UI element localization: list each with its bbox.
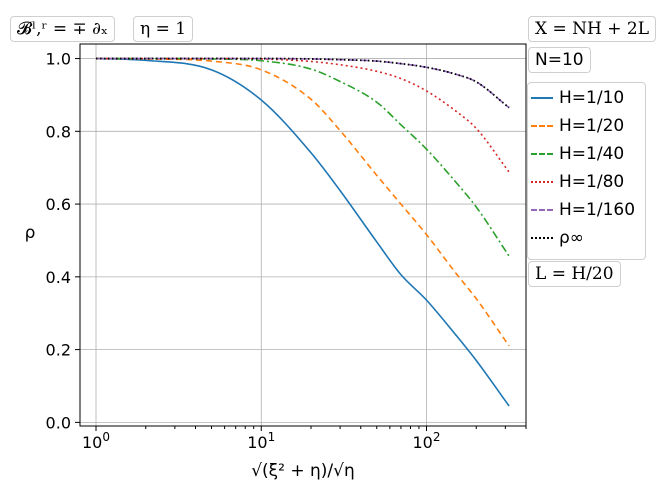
boundary-operator-annotation: 𝓑ˡ,ʳ = ∓ ∂ₓ [10,16,116,42]
legend-entry: H=1/80 [528,171,624,193]
legend-entry: H=1/20 [528,115,624,137]
eta-annotation: η = 1 [133,16,194,42]
legend-swatch [531,181,553,183]
grid [80,44,526,426]
legend-entry: H=1/160 [528,199,635,221]
x-tick-label: 101 [247,430,275,452]
legend-entry: H=1/10 [528,87,624,109]
legend-entry: H=1/40 [528,143,624,165]
legend: H=1/10 H=1/20 H=1/40 H=1/80 H=1/160 ρ∞ [527,82,646,260]
y-tick-label: 0.6 [46,195,71,214]
legend-entry: ρ∞ [528,227,584,249]
legend-swatch [531,153,553,155]
legend-swatch [531,209,553,211]
legend-label: H=1/10 [559,88,625,108]
series-layer [95,57,510,407]
y-tick-label: 0.8 [46,122,71,141]
series-line-2 [96,57,510,257]
plot-frame [79,43,527,427]
y-tick-label: 0.2 [46,341,71,360]
series-line-4 [96,57,510,109]
y-tick-label: 0.0 [46,413,71,432]
y-tick-label: 1.0 [46,50,71,69]
y-tick-label: 0.4 [46,268,71,287]
legend-label: H=1/80 [559,172,625,192]
legend-swatch [531,97,553,99]
y-axis-ticks: 0.0 0.2 0.4 0.6 0.8 1.0 [46,50,80,432]
x-axis-label: √(ξ² + η)/√η [251,461,355,481]
legend-label: H=1/20 [559,116,625,136]
series-line-3 [96,57,510,173]
legend-title: N=10 [528,47,591,73]
legend-swatch [531,237,553,239]
x-axis-ticks: 100 101 102 [82,426,527,452]
series-line-5 [96,57,510,109]
series-line-0 [95,57,510,407]
legend-label: H=1/40 [559,144,625,164]
x-tick-label: 102 [413,430,441,452]
legend-swatch [531,125,553,127]
x-tick-label: 100 [82,430,110,452]
y-axis-label: ρ [25,223,36,243]
domain-size-annotation: X = NH + 2L [528,16,657,42]
L-annotation: L = H/20 [528,261,621,287]
legend-label: ρ∞ [559,228,584,248]
series-line-1 [96,57,510,347]
legend-label: H=1/160 [559,200,636,220]
